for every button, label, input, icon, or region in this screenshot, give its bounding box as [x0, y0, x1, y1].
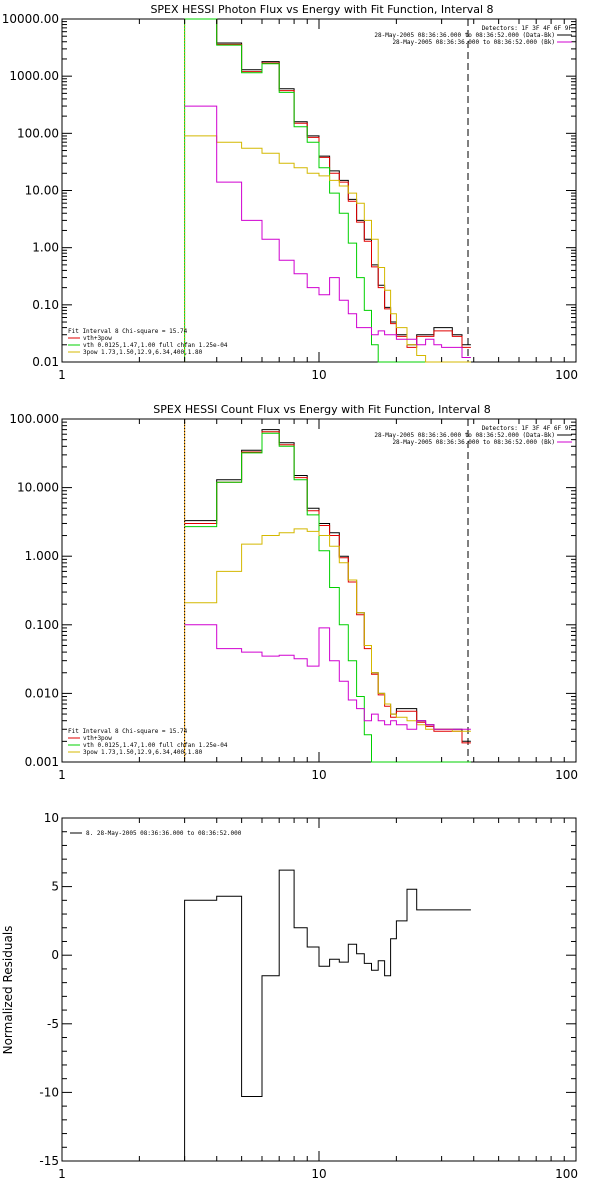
residuals-x-tick-label: 100	[555, 1167, 578, 1181]
count-y-tick-label: 0.100	[25, 618, 59, 632]
count-detectors-label: Detectors: 1F 3F 4F 6F 9F	[482, 425, 573, 432]
count-plot-frame	[61, 418, 577, 763]
photon-x-tick-label: 100	[555, 368, 578, 382]
photon-flux-title: SPEX HESSI Photon Flux vs Energy with Fi…	[150, 3, 493, 16]
count-bk-range-label: 28-May-2005 08:36:36.000 to 08:36:52.000…	[392, 439, 555, 446]
residuals-y-axis-label: Normalized Residuals	[1, 926, 15, 1055]
residuals-y-tick-label: -15	[39, 1154, 59, 1168]
photon-series-red	[184, 18, 471, 348]
count-flux-panel: SPEX HESSI Count Flux vs Energy with Fit…	[9, 403, 578, 782]
residuals-series-layer	[184, 869, 471, 1161]
photon-axis-layer: 1 10 100 10000.00 1000.00 100.00 10.00 1.00 0.10…	[2, 12, 578, 382]
count-x-tick-label: 1	[58, 768, 66, 782]
count-fit-3pow-label: 3pow 1.73,1.50,12.9,6.34,400,1.80	[83, 749, 203, 756]
count-fit-vth-label: vth 0.0125,1.47,1.00 full chfan 1.25e-04	[83, 742, 228, 749]
count-fit-legend: Fit Interval 8 Chi-square = 15.74 vth+3p…	[68, 728, 228, 756]
photon-y-tick-label: 100.00	[17, 126, 59, 140]
photon-data-range-label: 28-May-2005 08:36:36.000 to 08:36:52.000…	[374, 32, 555, 39]
photon-y-tick-label: 10.00	[25, 184, 59, 198]
residuals-series-black	[184, 869, 471, 1161]
count-series-black	[184, 429, 471, 742]
photon-bk-range-label: 28-May-2005 08:36:36.000 to 08:36:52.000…	[392, 39, 555, 46]
count-y-tick-label: 1.000	[25, 549, 59, 563]
count-legend-top-right: Detectors: 1F 3F 4F 6F 9F 28-May-2005 08…	[374, 425, 572, 446]
photon-series-green	[184, 18, 471, 363]
count-series-layer	[184, 419, 471, 763]
count-series-red	[184, 431, 471, 744]
photon-x-tick-label: 10	[311, 368, 326, 382]
residuals-x-tick-label: 1	[58, 1167, 66, 1181]
residuals-plot-frame	[61, 817, 577, 1162]
photon-series-layer	[184, 18, 471, 363]
count-y-tick-label: 0.001	[25, 755, 59, 769]
count-x-tick-label: 10	[311, 768, 326, 782]
residuals-legend: 8. 28-May-2005 08:36:36.000 to 08:36:52.…	[70, 830, 242, 837]
photon-fit-vth-label: vth 0.0125,1.47,1.00 full chfan 1.25e-04	[83, 342, 228, 349]
count-y-tick-label: 100.000	[9, 412, 59, 426]
residuals-y-tick-label: 0	[51, 948, 59, 962]
photon-fit-header: Fit Interval 8 Chi-square = 15.74	[68, 328, 188, 335]
count-fit-header: Fit Interval 8 Chi-square = 15.74	[68, 728, 188, 735]
count-flux-title: SPEX HESSI Count Flux vs Energy with Fit…	[153, 403, 490, 416]
photon-y-tick-label: 1000.00	[9, 69, 59, 83]
count-series-yellow	[184, 528, 471, 732]
residuals-y-tick-label: 5	[51, 880, 59, 894]
residuals-x-tick-label: 10	[311, 1167, 326, 1181]
count-fit-total-label: vth+3pow	[83, 735, 112, 742]
count-y-tick-label: 0.010	[25, 686, 59, 700]
residuals-legend-label: 8. 28-May-2005 08:36:36.000 to 08:36:52.…	[86, 830, 242, 837]
photon-fit-3pow-label: 3pow 1.73,1.50,12.9,6.34,400,1.80	[83, 349, 203, 356]
photon-series-magenta	[184, 105, 471, 358]
photon-series-yellow	[184, 135, 471, 363]
residuals-axis-layer: 1 10 100 10 5 0 -5 -10 -15	[39, 811, 578, 1181]
photon-detectors-label: Detectors: 1F 3F 4F 6F 9F	[482, 25, 573, 32]
count-series-magenta	[184, 624, 471, 730]
photon-y-tick-label: 0.01	[32, 355, 59, 369]
count-y-tick-label: 10.000	[17, 481, 59, 495]
photon-y-tick-label: 1.00	[32, 241, 59, 255]
residuals-y-tick-label: -5	[47, 1017, 59, 1031]
photon-legend-top-right: Detectors: 1F 3F 4F 6F 9F 28-May-2005 08…	[374, 25, 572, 46]
count-series-green	[184, 432, 471, 763]
count-axis-layer: 1 10 100 100.000 10.000 1.000 0.100 0.010 0.001	[9, 412, 578, 782]
photon-x-tick-label: 1	[58, 368, 66, 382]
residuals-y-tick-label: -10	[39, 1085, 59, 1099]
photon-fit-legend: Fit Interval 8 Chi-square = 15.74 vth+3p…	[68, 328, 228, 356]
count-x-tick-label: 100	[555, 768, 578, 782]
residuals-y-tick-label: 10	[44, 811, 59, 825]
count-data-range-label: 28-May-2005 08:36:36.000 to 08:36:52.000…	[374, 432, 555, 439]
photon-fit-total-label: vth+3pow	[83, 335, 112, 342]
photon-flux-panel: SPEX HESSI Photon Flux vs Energy with Fi…	[2, 3, 578, 382]
photon-y-tick-label: 10000.00	[2, 12, 59, 26]
photon-y-tick-label: 0.10	[32, 298, 59, 312]
photon-plot-frame	[61, 18, 577, 363]
